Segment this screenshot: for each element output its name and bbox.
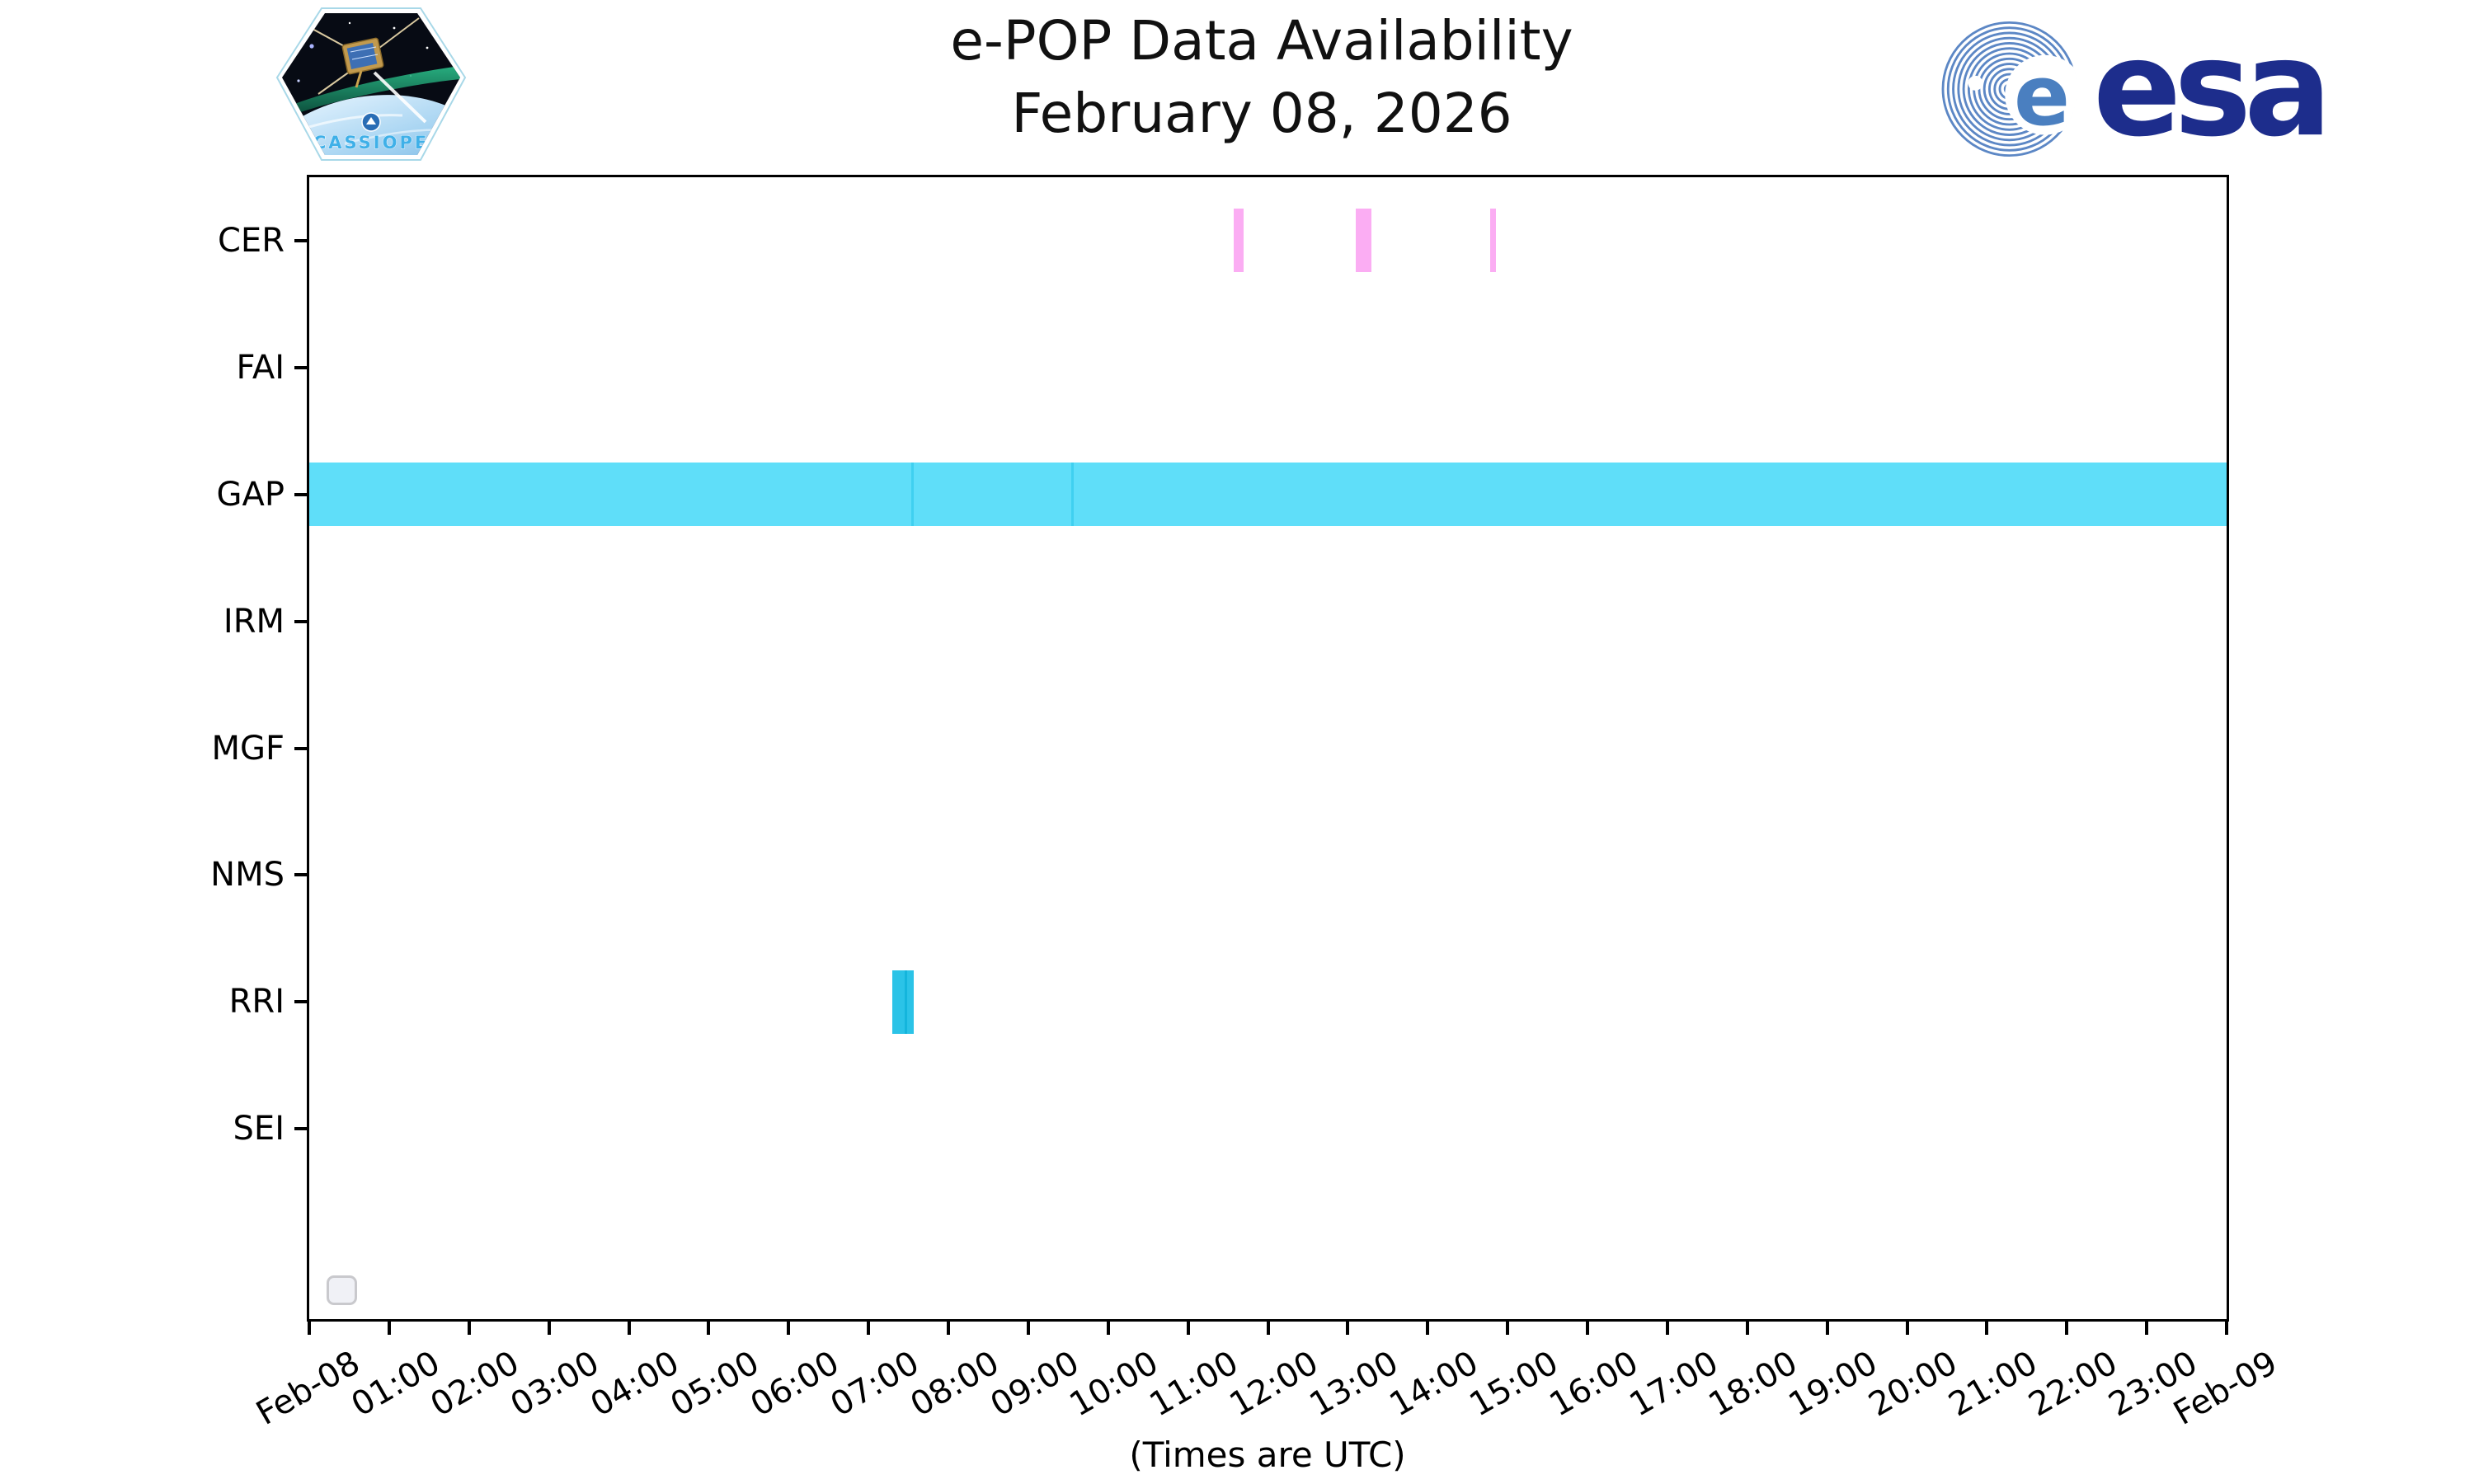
x-tick xyxy=(1426,1321,1430,1335)
x-tick xyxy=(867,1321,871,1335)
x-tick xyxy=(547,1321,551,1335)
x-tick xyxy=(2145,1321,2149,1335)
bar-segment-divider xyxy=(1070,463,1074,527)
rri-availability-bar xyxy=(905,970,915,1034)
plot-area-border xyxy=(307,175,2229,1322)
esa-globe-icon: e xyxy=(1940,18,2088,160)
y-axis-label-mgf: MGF xyxy=(211,729,285,768)
x-tick-label: 04:00 xyxy=(584,1344,686,1425)
x-tick-label: 18:00 xyxy=(1702,1344,1804,1425)
empty-legend-box xyxy=(327,1275,357,1305)
y-axis-label-rri: RRI xyxy=(228,983,285,1021)
chart-subtitle-date: February 08, 2026 xyxy=(1011,82,1512,145)
x-tick xyxy=(1346,1321,1350,1335)
x-tick-label: 22:00 xyxy=(2022,1344,2124,1425)
y-axis-label-irm: IRM xyxy=(223,602,285,641)
x-tick-label: 06:00 xyxy=(744,1344,846,1425)
x-tick-label: 05:00 xyxy=(664,1344,766,1425)
y-tick xyxy=(294,365,309,369)
x-tick-label: 03:00 xyxy=(504,1344,606,1425)
x-tick-label: 02:00 xyxy=(424,1344,526,1425)
x-tick xyxy=(1665,1321,1669,1335)
x-tick-label: 21:00 xyxy=(1942,1344,2044,1425)
x-tick xyxy=(947,1321,950,1335)
y-tick xyxy=(294,746,309,750)
y-axis-label-nms: NMS xyxy=(210,856,285,895)
x-tick-label: 14:00 xyxy=(1383,1344,1485,1425)
y-tick xyxy=(294,238,309,242)
x-tick xyxy=(2065,1321,2069,1335)
rri-availability-bar xyxy=(892,970,906,1034)
x-tick-label: 07:00 xyxy=(824,1344,926,1425)
chart-title: e-POP Data Availability xyxy=(950,9,1573,73)
y-axis-label-sei: SEI xyxy=(233,1110,285,1148)
y-axis-label-gap: GAP xyxy=(216,475,285,514)
satellite-illustration xyxy=(301,17,420,95)
cer-availability-bar xyxy=(1490,209,1496,273)
x-tick xyxy=(1825,1321,1829,1335)
x-tick-label: 11:00 xyxy=(1143,1344,1245,1425)
x-tick-label: 19:00 xyxy=(1782,1344,1884,1425)
gap-availability-bar xyxy=(912,463,1073,527)
x-tick xyxy=(1586,1321,1589,1335)
x-tick-label: 12:00 xyxy=(1223,1344,1325,1425)
chart-title-block: e-POP Data Availability February 08, 202… xyxy=(437,5,2086,150)
x-tick-label: 01:00 xyxy=(345,1344,446,1425)
y-tick xyxy=(294,1000,309,1004)
x-tick xyxy=(1905,1321,1909,1335)
x-tick xyxy=(1106,1321,1110,1335)
y-axis-label-fai: FAI xyxy=(236,348,285,387)
x-tick-label: 10:00 xyxy=(1063,1344,1165,1425)
y-tick xyxy=(294,619,309,623)
x-tick-label: 08:00 xyxy=(904,1344,1005,1425)
x-tick xyxy=(1186,1321,1190,1335)
gap-availability-bar xyxy=(309,463,913,527)
bar-segment-divider xyxy=(904,970,907,1034)
x-tick xyxy=(1745,1321,1749,1335)
gap-availability-bar xyxy=(1072,463,2227,527)
x-tick xyxy=(627,1321,631,1335)
cer-availability-bar xyxy=(1233,209,1244,273)
x-tick xyxy=(1266,1321,1270,1335)
x-tick-label: 16:00 xyxy=(1543,1344,1644,1425)
cassiope-patch-label: CASSIOPE xyxy=(313,133,429,153)
svg-text:e: e xyxy=(2014,48,2070,144)
esa-logo: e esa xyxy=(1940,12,2332,167)
x-tick xyxy=(787,1321,791,1335)
x-tick xyxy=(707,1321,711,1335)
x-tick-label: 17:00 xyxy=(1623,1344,1724,1425)
bar-segment-divider xyxy=(910,463,914,527)
x-tick xyxy=(1026,1321,1030,1335)
cassiope-mission-patch: CASSIOPE xyxy=(270,5,472,163)
esa-wordmark: esa xyxy=(2093,12,2332,167)
y-tick xyxy=(294,873,309,877)
x-tick xyxy=(387,1321,391,1335)
x-tick-label: 15:00 xyxy=(1463,1344,1565,1425)
cassiope-patch-graphic: CASSIOPE xyxy=(275,7,467,161)
cer-availability-bar xyxy=(1356,209,1372,273)
x-tick xyxy=(467,1321,471,1335)
x-tick xyxy=(308,1321,311,1335)
x-tick xyxy=(2225,1321,2228,1335)
y-axis-label-cer: CER xyxy=(218,221,285,260)
y-tick xyxy=(294,492,309,496)
x-tick xyxy=(1506,1321,1510,1335)
x-axis-caption: (Times are UTC) xyxy=(1129,1435,1406,1475)
y-tick xyxy=(294,1127,309,1131)
x-tick-label: 13:00 xyxy=(1303,1344,1405,1425)
x-tick xyxy=(1985,1321,1989,1335)
x-tick-label: 09:00 xyxy=(984,1344,1085,1425)
x-tick-label: 20:00 xyxy=(1862,1344,1964,1425)
